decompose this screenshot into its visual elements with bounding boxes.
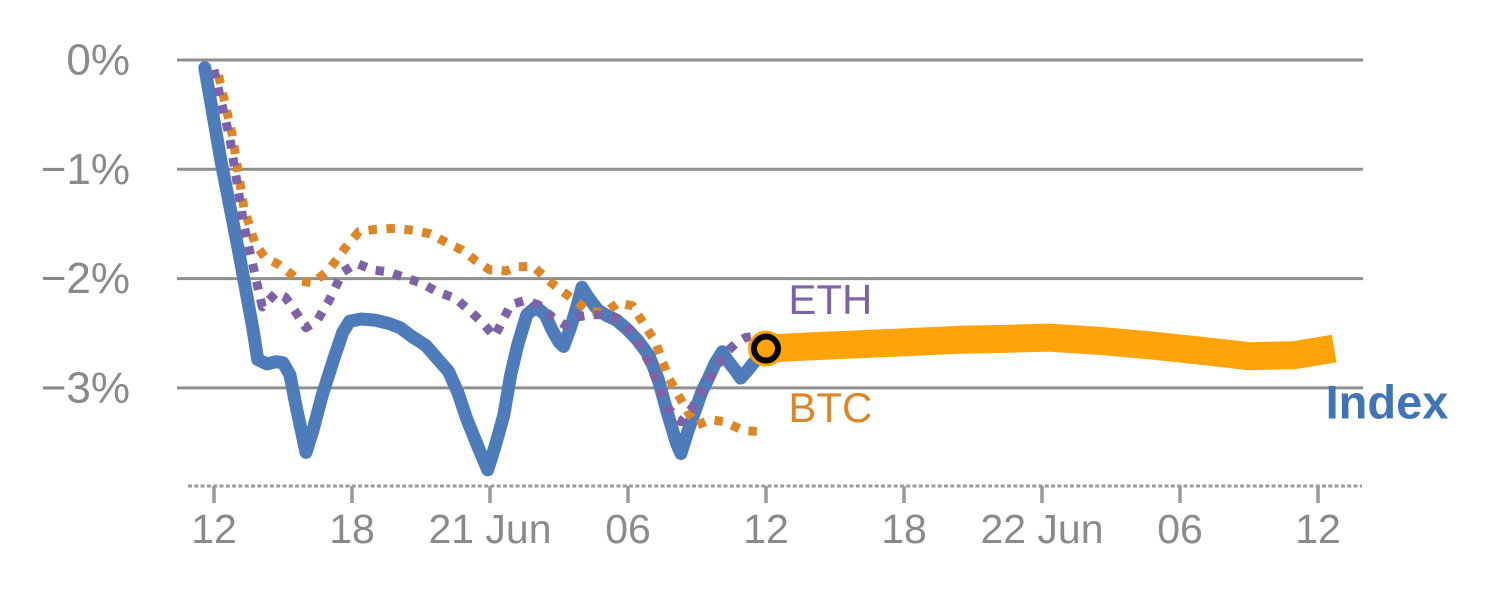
forecast-start-marker — [748, 330, 784, 367]
index-series-label: Index — [1326, 376, 1449, 429]
y-tick-label: −2% — [41, 254, 130, 303]
x-tick-label: 12 — [191, 506, 237, 552]
eth-series-label: ETH — [788, 276, 872, 323]
x-axis-labels: 12 18 21 Jun 06 12 18 22 Jun 06 12 — [191, 506, 1341, 552]
x-axis — [188, 484, 1362, 503]
marker-ring — [751, 333, 781, 364]
y-tick-label: 0% — [66, 36, 130, 85]
series-line-index-forecast — [765, 323, 1337, 371]
x-tick-label: 21 Jun — [428, 506, 551, 552]
x-tick-label: 06 — [605, 506, 651, 552]
gridlines — [177, 58, 1363, 390]
y-tick-label: −1% — [41, 145, 130, 194]
series-line-btc — [214, 74, 760, 437]
x-tick-label: 12 — [1295, 506, 1341, 552]
series-lines — [198, 61, 1337, 477]
x-tick-label: 18 — [329, 506, 375, 552]
x-tick-label: 06 — [1157, 506, 1203, 552]
x-tick-label: 18 — [881, 506, 927, 552]
x-tick-label: 22 Jun — [980, 506, 1103, 552]
x-tick-label: 12 — [743, 506, 789, 552]
series-annotations: ETH BTC Index — [788, 276, 1448, 431]
btc-series-label: BTC — [788, 384, 872, 431]
y-tick-label: −3% — [41, 363, 130, 412]
series-line-eth — [209, 68, 753, 427]
y-axis-labels: 0% −1% −2% −3% — [41, 36, 130, 413]
